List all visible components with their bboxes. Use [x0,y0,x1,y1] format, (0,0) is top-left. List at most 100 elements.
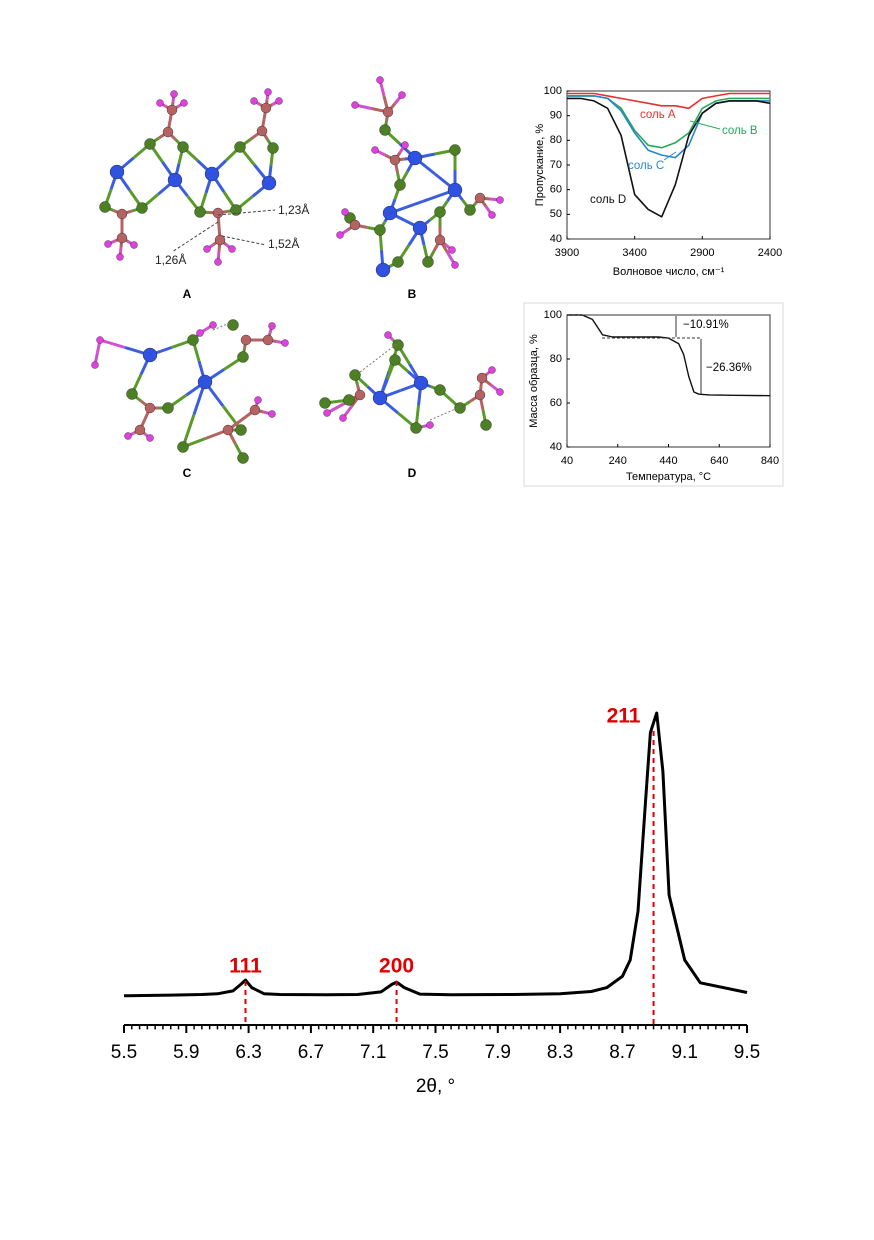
atom [374,224,386,236]
atom [372,390,388,406]
x-tick-label: 9.1 [671,1042,697,1063]
atom [197,374,213,390]
atom [384,331,392,339]
y-tick-label: 80 [550,134,562,146]
y-tick-label: 40 [550,441,562,453]
y-tick-label: 60 [550,184,562,196]
atom [275,97,283,105]
atom [254,396,262,404]
atom [454,402,466,414]
leader-line [689,120,721,130]
y-tick-label: 90 [550,110,562,122]
atom [336,231,344,239]
figure-frame [523,302,784,487]
atom [323,409,331,417]
hydrogen-bond [429,406,461,421]
y-axis-label: Пропускание, % [534,124,546,207]
y-tick-label: 100 [544,309,562,321]
leader-line [663,151,677,161]
bond [99,338,126,349]
series-label: соль D [590,194,626,206]
atom [144,138,156,150]
atom [354,389,366,401]
atom [116,208,128,220]
structure-label: C [183,466,192,480]
bond-length: 1,26Å [155,252,186,267]
atom [166,104,178,116]
annotation: −10.91% [683,319,729,331]
atom [230,204,242,216]
atom [426,421,434,429]
atom [256,125,268,137]
data-line [567,97,771,218]
x-tick-label: 3400 [622,247,646,259]
atom [394,179,406,191]
atom [177,441,189,453]
atom [488,366,496,374]
atom [398,91,406,99]
atom [204,166,220,182]
y-tick-label: 70 [550,159,562,171]
atom [146,434,154,442]
atom [235,424,247,436]
x-tick-label: 40 [561,455,573,467]
structure-label: A [183,287,192,301]
atom [382,106,394,118]
x-tick-label: 440 [659,455,677,467]
annotation: −26.36% [706,362,752,374]
atom [474,389,486,401]
y-axis-label: Масса образца, % [528,334,540,428]
atom [209,321,217,329]
atom [237,351,249,363]
atom [382,205,398,221]
atom [262,334,274,346]
atom [136,202,148,214]
x-tick-label: 2400 [758,247,782,259]
x-axis-label: Волновое число, см⁻¹ [613,266,725,278]
x-tick-label: 640 [710,455,728,467]
x-tick-label: 8.3 [547,1042,573,1063]
atom [496,196,504,204]
atom [496,388,504,396]
x-tick-label: 7.1 [360,1042,386,1063]
atom [412,220,428,236]
atom [319,397,331,409]
atom [422,256,434,268]
leader-line [217,209,276,216]
atom [214,234,226,246]
atom [222,424,234,436]
hydrogen-bond [212,321,233,331]
x-tick-label: 8.7 [609,1042,635,1063]
atom [126,388,138,400]
x-tick-label: 6.3 [235,1042,261,1063]
structure-label: D [408,466,417,480]
atom [144,402,156,414]
series-label: соль A [640,109,676,121]
atom [180,99,188,107]
atom [261,175,277,191]
atom [267,142,279,154]
bond [181,414,196,448]
plot-frame [566,314,771,448]
atom [134,424,146,436]
bond-length: 1,23Å [278,202,309,217]
atom [124,432,132,440]
atom [389,154,401,166]
x-tick-label: 3900 [555,247,579,259]
peak-label: 111 [229,955,262,978]
atom [349,219,361,231]
x-tick-label: 840 [761,455,779,467]
y-tick-label: 100 [544,85,562,97]
atom [99,201,111,213]
y-tick-label: 50 [550,208,562,220]
atom [187,334,199,346]
atom [212,207,224,219]
atom [167,172,183,188]
atom [434,234,446,246]
x-tick-label: 7.5 [422,1042,448,1063]
atom [281,339,289,347]
atom [351,101,359,109]
atom [228,245,236,253]
atom [376,76,384,84]
atom [341,208,349,216]
